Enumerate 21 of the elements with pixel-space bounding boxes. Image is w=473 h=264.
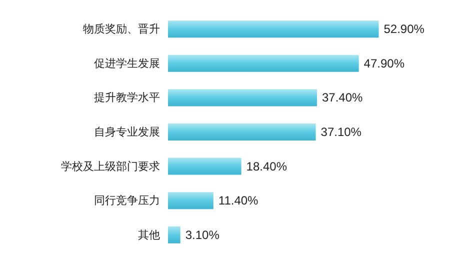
data-label: 47.90% [364,56,405,70]
bar [168,20,379,38]
data-label: 52.90% [384,22,425,36]
y-tick-label: 自身专业发展 [94,126,160,138]
data-label: 11.40% [218,194,259,208]
bar [168,54,359,72]
y-tick-label: 学校及上级部门要求 [61,160,160,173]
y-tick-label: 同行竞争压力 [94,194,160,208]
bar [168,89,317,106]
bar [168,158,242,175]
bar [168,226,180,244]
data-label: 3.10% [185,228,220,242]
y-tick-label: 物质奖励、晋升 [83,22,160,36]
bar [168,124,316,140]
y-tick-label: 其他 [138,228,160,242]
data-label: 18.40% [246,159,288,174]
data-label: 37.10% [320,125,362,139]
y-tick-label: 促进学生发展 [94,56,160,70]
bar [168,192,214,210]
data-label: 37.40% [322,90,364,105]
y-tick-label: 提升教学水平 [94,91,160,104]
